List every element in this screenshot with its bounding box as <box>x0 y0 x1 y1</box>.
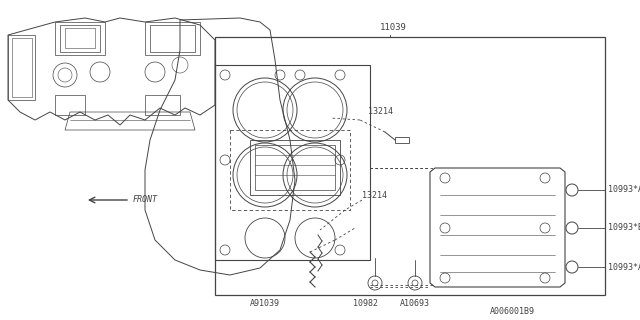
Bar <box>255 145 335 190</box>
Bar <box>55 95 85 115</box>
Bar <box>250 140 340 195</box>
Bar <box>145 95 180 115</box>
Text: A10693: A10693 <box>400 299 430 308</box>
Bar <box>230 130 350 210</box>
Text: 11039: 11039 <box>380 23 407 33</box>
Text: FRONT: FRONT <box>133 196 158 204</box>
Text: 13214: 13214 <box>368 108 393 116</box>
Text: A006001B9: A006001B9 <box>490 308 535 316</box>
Text: 10982: 10982 <box>353 299 378 308</box>
Bar <box>215 37 605 295</box>
Text: 10993*A: 10993*A <box>608 186 640 195</box>
Text: 10993*A: 10993*A <box>608 262 640 271</box>
Text: 13214: 13214 <box>362 190 387 199</box>
Text: 10993*B: 10993*B <box>608 223 640 233</box>
Bar <box>395 137 409 143</box>
Text: A91039: A91039 <box>250 299 280 308</box>
